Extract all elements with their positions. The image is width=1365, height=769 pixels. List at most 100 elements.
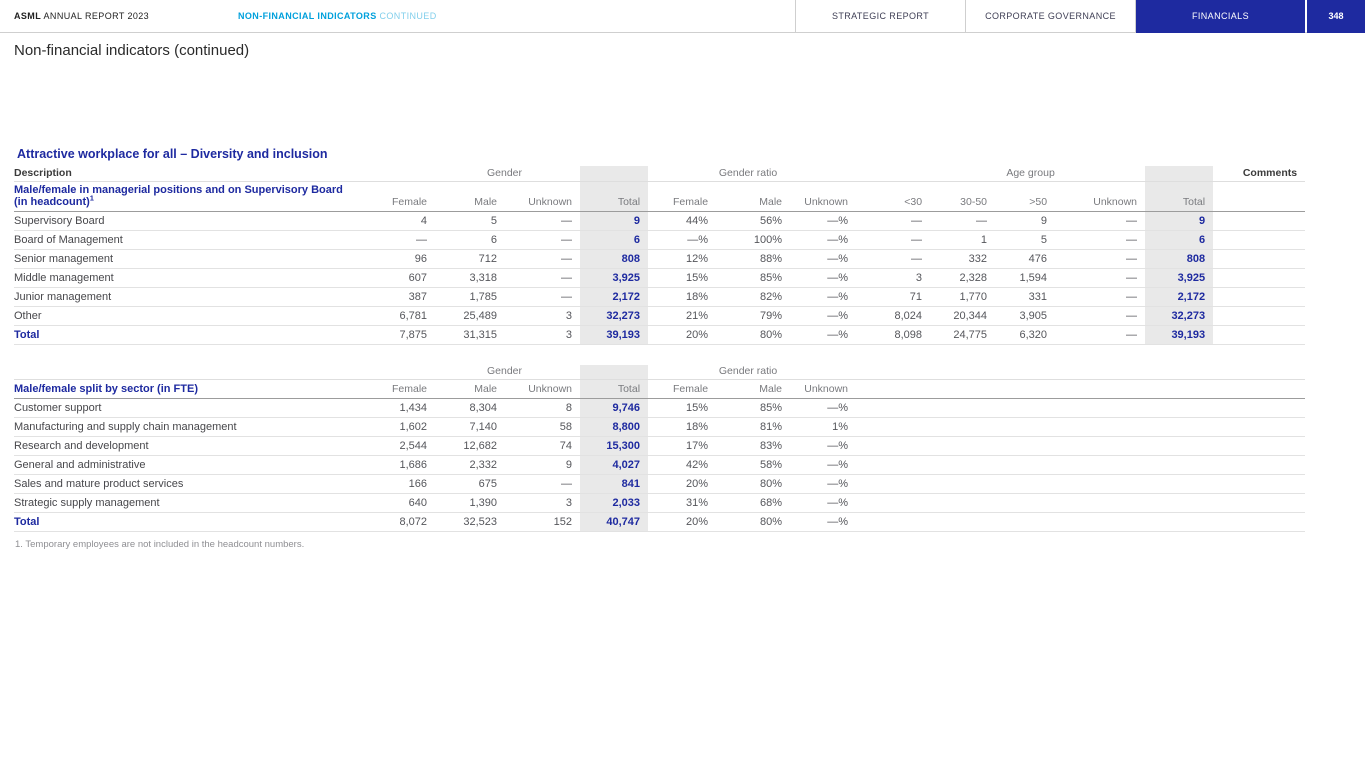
value-cell: 8,072 — [369, 512, 435, 532]
row-label: Supervisory Board — [14, 211, 369, 231]
row-label: Middle management — [14, 268, 369, 288]
breadcrumb-section: NON-FINANCIAL INDICATORS — [238, 11, 377, 21]
value-cell: —% — [790, 306, 857, 326]
empty-cell — [856, 474, 1306, 494]
row-label: Board of Management — [14, 230, 369, 250]
value-cell: 39,193 — [1145, 325, 1214, 345]
value-cell: 2,544 — [369, 436, 435, 456]
table-row: Sales and mature product services 166 675—… — [14, 474, 1306, 494]
col-header-age-over50: >50 — [995, 181, 1056, 212]
empty-cell — [856, 493, 1306, 513]
value-cell: 6 — [1145, 230, 1214, 250]
value-cell: 9 — [995, 211, 1056, 231]
value-cell: — — [930, 211, 996, 231]
tab-strategic-report[interactable]: STRATEGIC REPORT — [795, 0, 965, 33]
value-cell: 9 — [505, 455, 580, 475]
empty-cell — [856, 455, 1306, 475]
value-cell: 6 — [580, 230, 649, 250]
value-cell: — — [1055, 287, 1146, 307]
value-cell: 808 — [1145, 249, 1214, 269]
diversity-headcount-table: Description Gender Gender ratio Age grou… — [14, 166, 1306, 345]
table1-subtitle: Male/female in managerial positions and … — [14, 181, 369, 212]
empty-cell — [856, 436, 1306, 456]
value-cell: 3 — [505, 325, 580, 345]
value-cell: 71 — [856, 287, 931, 307]
value-cell: 20% — [648, 512, 717, 532]
value-cell: 1% — [790, 417, 857, 437]
table-row: Other 6,781 25,489 3 32,273 21% 79% —% 8,024 20,3… — [14, 306, 1306, 326]
value-cell: — — [1055, 230, 1146, 250]
value-cell: — — [856, 211, 931, 231]
value-cell: —% — [790, 474, 857, 494]
value-cell: 3 — [856, 268, 931, 288]
value-cell: —% — [648, 230, 717, 250]
description-group-header: Description — [14, 166, 369, 182]
column-header-row: Male/female in managerial positions and … — [14, 181, 1306, 212]
col-header-empty — [856, 379, 1306, 399]
empty-cell — [1213, 211, 1306, 231]
col-header-ratio-male: Male — [716, 379, 791, 399]
value-cell: 5 — [435, 211, 505, 231]
value-cell: 8 — [505, 398, 580, 418]
col-header-total: Total — [580, 181, 649, 212]
col-header-total: Total — [580, 379, 649, 399]
value-cell: 9 — [580, 211, 649, 231]
value-cell: —% — [790, 249, 857, 269]
value-cell: 12,682 — [435, 436, 505, 456]
value-cell: 79% — [716, 306, 791, 326]
value-cell: 6 — [435, 230, 505, 250]
col-header-male: Male — [435, 181, 505, 212]
tab-corporate-governance[interactable]: CORPORATE GOVERNANCE — [965, 0, 1135, 33]
value-cell: —% — [790, 230, 857, 250]
value-cell: — — [505, 287, 580, 307]
value-cell: —% — [790, 287, 857, 307]
table-row: Senior management 96 712—808 12% 88% —% —332 47… — [14, 249, 1306, 269]
value-cell: 712 — [435, 249, 505, 269]
tab-financials[interactable]: FINANCIALS — [1135, 0, 1305, 33]
value-cell: 1,602 — [369, 417, 435, 437]
col-header-comments-empty — [1213, 181, 1306, 212]
value-cell: 32,273 — [1145, 306, 1214, 326]
gender-ratio-group-header: Gender ratio — [648, 364, 857, 380]
col-header-ratio-male: Male — [716, 181, 791, 212]
value-cell: 387 — [369, 287, 435, 307]
empty-group-cell — [856, 364, 1306, 380]
value-cell: 8,024 — [856, 306, 931, 326]
gender-group-header: Gender — [369, 166, 649, 182]
value-cell: 12% — [648, 249, 717, 269]
value-cell: 20% — [648, 325, 717, 345]
table-row: Board of Management —6—6 —% 100% —% —1 5—6 — [14, 230, 1306, 250]
top-bar: ASML ANNUAL REPORT 2023 NON-FINANCIAL IN… — [0, 0, 1365, 33]
value-cell: 4,027 — [580, 455, 649, 475]
value-cell: — — [1055, 325, 1146, 345]
value-cell: 1,434 — [369, 398, 435, 418]
value-cell: 8,800 — [580, 417, 649, 437]
value-cell: 42% — [648, 455, 717, 475]
value-cell: —% — [790, 325, 857, 345]
value-cell: 15,300 — [580, 436, 649, 456]
value-cell: 80% — [716, 474, 791, 494]
col-header-female: Female — [369, 379, 435, 399]
value-cell: —% — [790, 493, 857, 513]
row-label: Research and development — [14, 436, 369, 456]
empty-cell — [856, 417, 1306, 437]
value-cell: 3 — [505, 493, 580, 513]
total-row: Total 7,875 31,315 3 39,193 20% 80% —% 8,098 24,7… — [14, 325, 1306, 345]
col-header-unknown: Unknown — [505, 379, 580, 399]
empty-cell — [1213, 325, 1306, 345]
value-cell: 3,905 — [995, 306, 1056, 326]
value-cell: 85% — [716, 398, 791, 418]
value-cell: 85% — [716, 268, 791, 288]
value-cell: 3,925 — [580, 268, 649, 288]
value-cell: 31,315 — [435, 325, 505, 345]
col-header-age-30-50: 30-50 — [930, 181, 996, 212]
report-brand: ASML ANNUAL REPORT 2023 — [14, 0, 149, 33]
value-cell: 88% — [716, 249, 791, 269]
col-header-ratio-unknown: Unknown — [790, 181, 857, 212]
value-cell: 100% — [716, 230, 791, 250]
col-header-age-under30: <30 — [856, 181, 931, 212]
value-cell: 17% — [648, 436, 717, 456]
value-cell: 24,775 — [930, 325, 996, 345]
value-cell: 9 — [1145, 211, 1214, 231]
value-cell: 20,344 — [930, 306, 996, 326]
